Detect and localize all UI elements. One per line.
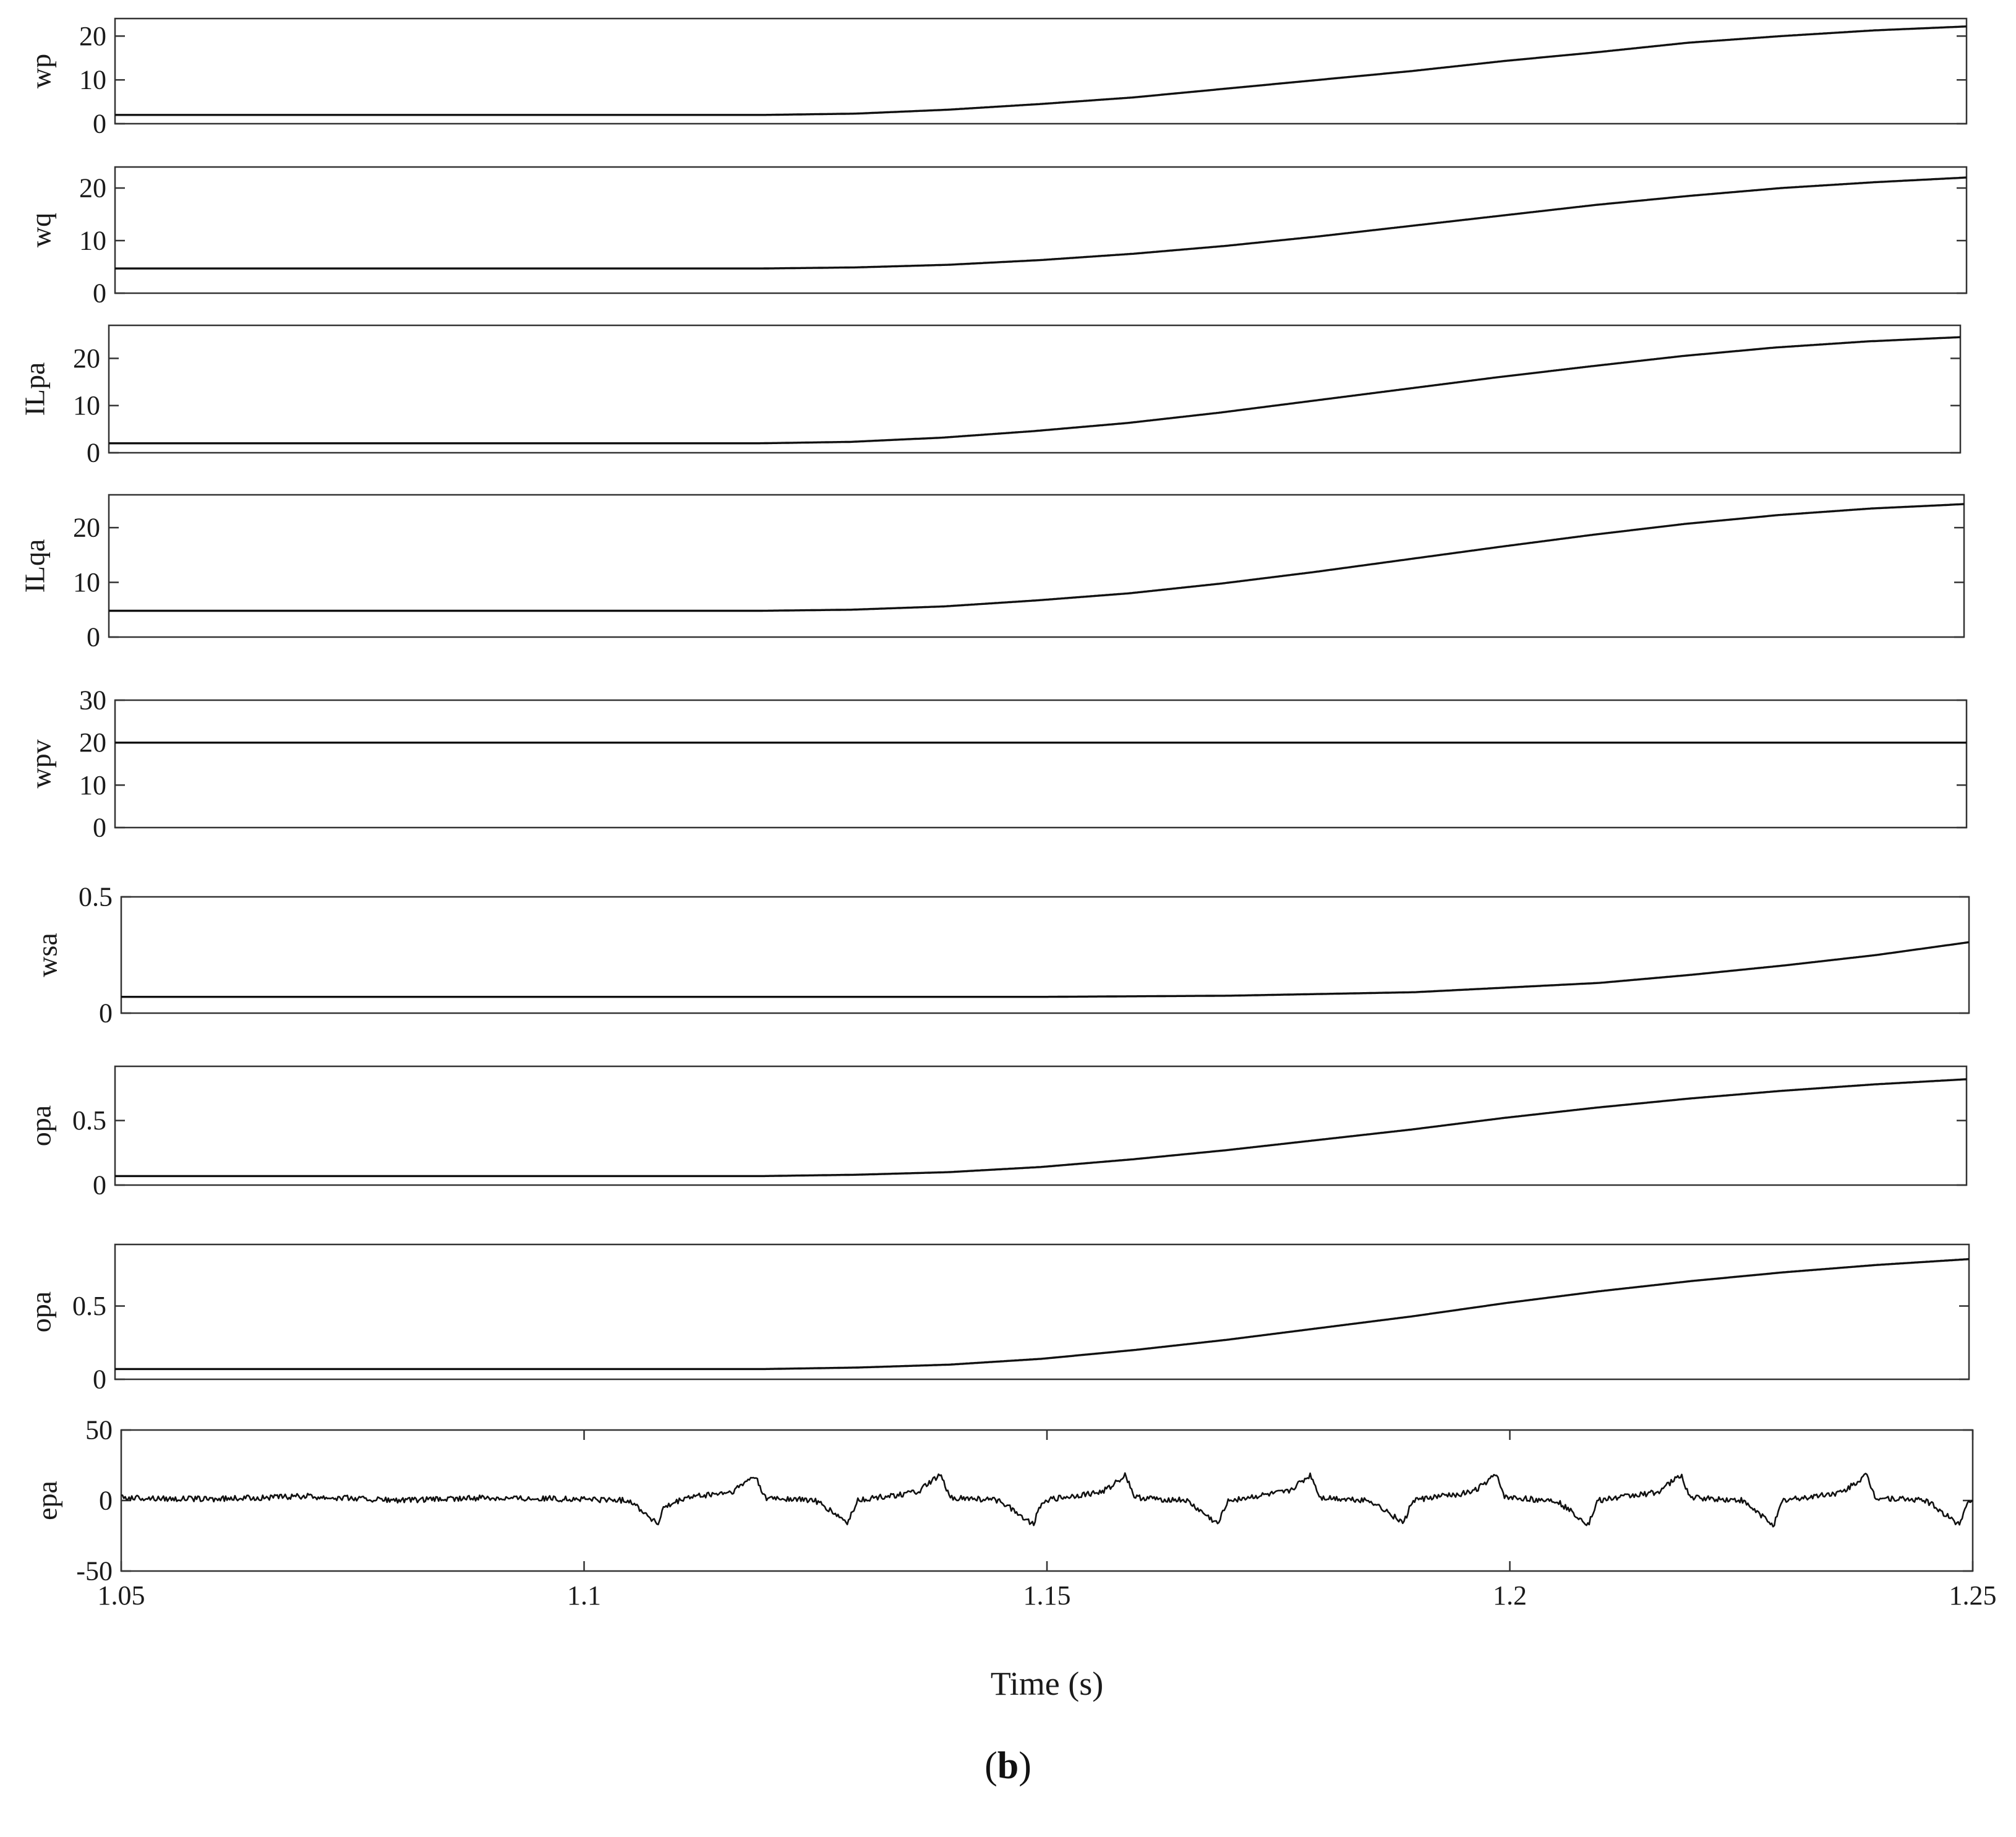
series-line (115, 176, 1967, 270)
y-axis-label: ILpa (19, 362, 51, 416)
y-tick-label: 10 (73, 390, 100, 421)
x-tick-label: 1.1 (567, 1580, 601, 1611)
x-axis-label: Time (s) (991, 1665, 1104, 1702)
y-tick-label: 10 (79, 770, 106, 800)
y-tick-label: 0 (99, 998, 113, 1029)
panel-4: 0 10 20 ILqa (19, 494, 1965, 653)
y-tick-label: 20 (79, 173, 106, 203)
panel-5: 0 10 20 30 wpv (25, 685, 1968, 843)
y-axis-label: wpv (25, 739, 57, 788)
axes-frame (114, 17, 1968, 125)
y-axis-label: opa (25, 1105, 57, 1146)
y-tick-label: 0.5 (79, 882, 113, 912)
axes-frame (108, 494, 1965, 638)
panel-3: 0 10 20 ILpa (19, 324, 1962, 468)
x-tick-label: 1.15 (1023, 1580, 1071, 1611)
y-tick-label: 0 (93, 1170, 106, 1201)
series-line (115, 1078, 1967, 1178)
y-tick-label: 0 (93, 813, 106, 843)
axes-frame (114, 699, 1968, 829)
series-line (121, 1472, 1973, 1528)
y-tick-label: 0 (87, 622, 100, 653)
figure-caption: (b) (0, 1744, 2016, 1788)
x-tick-label: 1.05 (98, 1580, 145, 1611)
y-tick-label: 50 (85, 1415, 113, 1445)
y-axis-label: epa (32, 1481, 63, 1520)
y-tick-label: 20 (73, 343, 100, 374)
y-tick-label: 20 (79, 21, 106, 51)
panel-2: 0 10 20 wq (25, 166, 1968, 309)
series-line (109, 336, 1961, 445)
series-line (109, 503, 1965, 612)
y-tick-label: 10 (79, 226, 106, 256)
y-tick-label: 10 (79, 65, 106, 95)
axes-frame (114, 1065, 1968, 1186)
y-tick-label: 10 (73, 567, 100, 597)
y-axis-label: ILqa (19, 539, 51, 593)
series-line (121, 941, 1970, 998)
y-tick-label: -50 (76, 1556, 113, 1586)
axes-frame (120, 896, 1970, 1014)
y-tick-label: 0.5 (72, 1291, 106, 1321)
panel-7: 0 0.5 opa (25, 1065, 1968, 1201)
caption-letter: b (997, 1745, 1019, 1787)
series-line (115, 1258, 1970, 1371)
series-line (115, 25, 1967, 116)
axes-frame (108, 324, 1962, 454)
y-tick-label: 0 (93, 1364, 106, 1395)
axes-frame (114, 166, 1968, 294)
y-axis-label: wsa (32, 933, 63, 977)
y-tick-label: 0 (99, 1486, 113, 1516)
panel-6: 0 0.5 wsa (32, 882, 1970, 1029)
axes-frame (114, 1243, 1970, 1381)
y-tick-label: 0 (93, 278, 106, 309)
x-tick-label: 1.2 (1493, 1580, 1527, 1611)
caption-close-paren: ) (1019, 1745, 1031, 1787)
y-axis-label: wq (25, 213, 57, 247)
y-tick-label: 0 (87, 438, 100, 468)
y-axis-label: wp (25, 54, 57, 88)
y-tick-label: 20 (73, 513, 100, 543)
panel-8: 0 0.5 opa (25, 1243, 1970, 1395)
panel-9: -50 0 50 epa 1.05 1.1 1.15 1.2 1.25 Time (s) (32, 1415, 1997, 1703)
y-tick-label: 0.5 (72, 1105, 106, 1136)
x-tick-label: 1.25 (1949, 1580, 1997, 1611)
y-tick-label: 20 (79, 727, 106, 758)
y-tick-label: 30 (79, 685, 106, 716)
panel-1: 0 10 20 wp (25, 17, 1968, 139)
y-axis-label: opa (25, 1291, 57, 1332)
y-tick-label: 0 (93, 109, 106, 139)
caption-open-paren: ( (985, 1745, 997, 1787)
